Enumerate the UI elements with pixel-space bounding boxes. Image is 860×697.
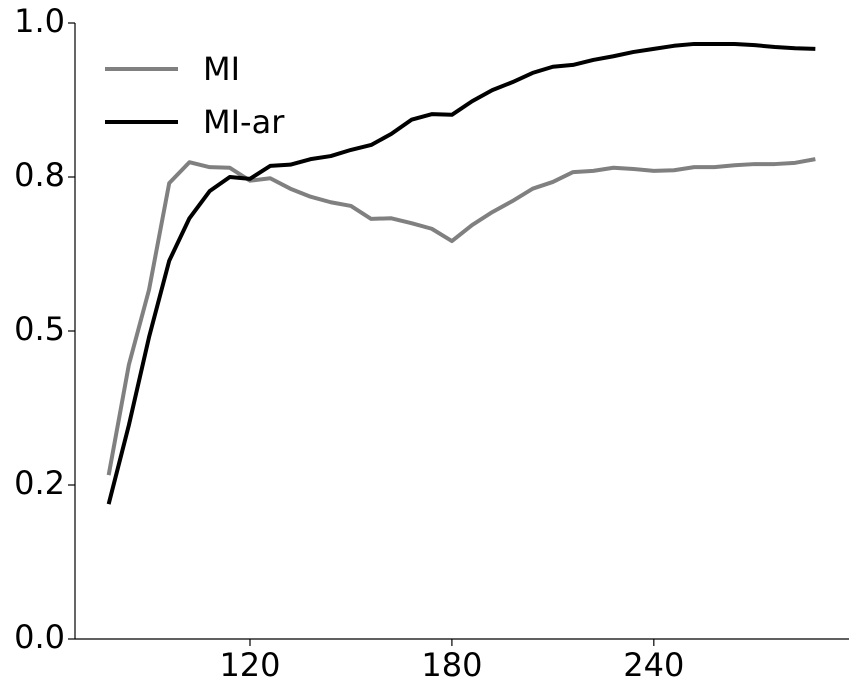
x-tick-label: 180 [421,646,482,684]
y-tick-label: 0.2 [14,464,65,502]
x-tick-label: 120 [219,646,280,684]
y-tick-label: 1.0 [14,2,65,40]
legend-label: MI-ar [203,103,285,141]
y-tick-label: 0.5 [14,310,65,348]
y-tick-label: 0.0 [14,618,65,656]
y-tick-label: 0.8 [14,156,65,194]
x-tick-label: 240 [623,646,684,684]
legend-label: MI [203,50,240,88]
series-line [106,157,816,476]
series-line [106,41,816,505]
